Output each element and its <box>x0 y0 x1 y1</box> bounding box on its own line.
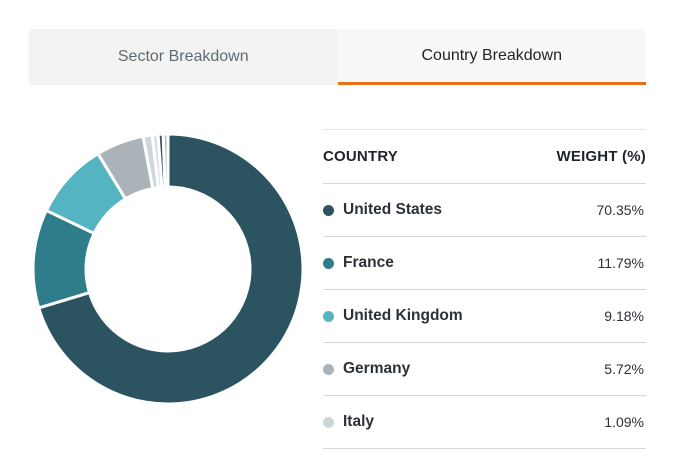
legend-dot-icon <box>323 204 334 216</box>
breakdown-tabs: Sector Breakdown Country Breakdown <box>29 29 646 85</box>
table-row: Germany 5.72% <box>323 343 646 396</box>
tab-country-breakdown[interactable]: Country Breakdown <box>337 29 646 85</box>
legend-dot-icon <box>323 416 334 428</box>
country-weight-table: COUNTRY WEIGHT (%) United States 70.35% Fr… <box>323 129 646 449</box>
country-donut-chart <box>33 134 303 404</box>
country-name: Italy <box>343 413 375 430</box>
country-name: United States <box>343 201 443 218</box>
row-country: United Kingdom <box>323 307 463 325</box>
tab-sector-breakdown[interactable]: Sector Breakdown <box>117 48 249 65</box>
legend-dot-icon <box>323 257 334 269</box>
donut-slice-other-3[interactable] <box>161 134 170 189</box>
table-row: France 11.79% <box>323 237 646 290</box>
table-row: Italy 1.09% <box>323 396 646 449</box>
row-country: Italy <box>323 413 374 431</box>
donut-slice-united-states[interactable] <box>36 134 303 404</box>
weight-column-header: WEIGHT (%) <box>556 148 646 165</box>
country-weight: 11.79% <box>597 255 644 271</box>
legend-dot-icon <box>323 310 334 322</box>
country-weight: 9.18% <box>604 308 644 324</box>
row-country: United States <box>323 201 442 219</box>
row-country: France <box>323 254 394 272</box>
row-country: Germany <box>323 360 410 378</box>
table-row: United Kingdom 9.18% <box>323 290 646 343</box>
country-weight: 5.72% <box>604 361 644 377</box>
country-name: France <box>343 254 394 271</box>
legend-dot-icon <box>323 363 334 375</box>
table-header: COUNTRY WEIGHT (%) <box>323 129 646 184</box>
table-row: United States 70.35% <box>323 184 646 237</box>
country-weight: 1.09% <box>604 414 644 430</box>
country-weight: 70.35% <box>596 202 644 218</box>
country-name: Germany <box>343 360 411 377</box>
country-column-header: COUNTRY <box>323 148 399 165</box>
country-name: United Kingdom <box>343 307 463 324</box>
